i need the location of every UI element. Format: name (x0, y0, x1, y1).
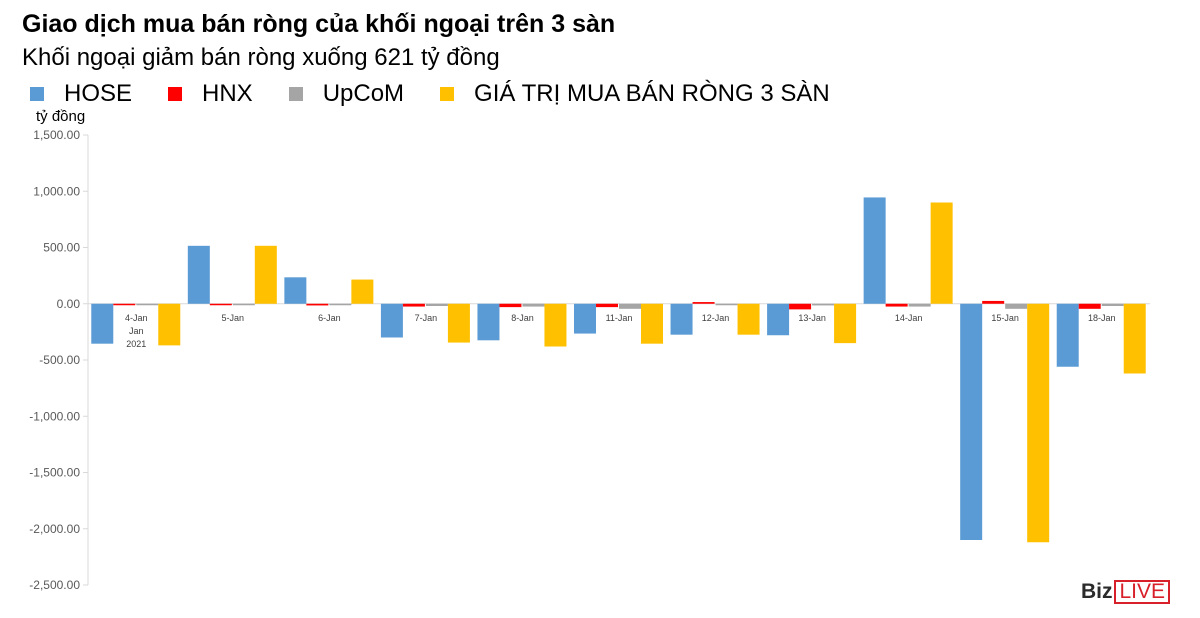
legend-item-hnx: HNX (168, 80, 253, 108)
bar-hose-6-jan (284, 277, 307, 304)
x-tick-label: 15-Jan (991, 313, 1019, 323)
legend-swatch-hnx (168, 87, 183, 101)
y-tick-label: 1,000.00 (33, 184, 80, 198)
bar-upcom-6-jan (329, 303, 352, 306)
y-tick-label: 1,500.00 (33, 128, 80, 142)
bar-gi-tr-mua-b-n-r-ng-3-s-n-12-jan (737, 303, 760, 335)
x-group-label: Jan (129, 326, 144, 336)
bar-upcom-12-jan (715, 303, 738, 306)
bizlive-logo: Biz LIVE (1079, 580, 1170, 604)
legend-item-total: GIÁ TRỊ MUA BÁN RÒNG 3 SÀN (440, 80, 830, 108)
bar-hose-18-jan (1056, 303, 1079, 367)
y-tick-label: -2,500.00 (29, 578, 80, 592)
x-tick-label: 6-Jan (318, 313, 341, 323)
legend-swatch-upcom (288, 87, 303, 101)
bar-hose-8-jan (477, 303, 500, 341)
chart-subtitle: Khối ngoại giảm bán ròng xuống 621 tỷ đồ… (22, 44, 500, 71)
bar-upcom-5-jan (232, 303, 255, 306)
y-tick-label: -1,000.00 (29, 409, 80, 423)
x-tick-label: 4-Jan (125, 313, 148, 323)
legend-label-total: GIÁ TRỊ MUA BÁN RÒNG 3 SÀN (474, 80, 830, 107)
bar-hnx-15-jan (982, 300, 1005, 304)
chart-title: Giao dịch mua bán ròng của khối ngoại tr… (22, 10, 616, 38)
bar-hnx-7-jan (402, 303, 425, 307)
y-axis-unit-label: tỷ đồng (36, 108, 86, 125)
bar-hnx-12-jan (692, 302, 715, 304)
bar-hose-7-jan (380, 303, 403, 338)
bar-hnx-6-jan (306, 303, 329, 306)
bar-hnx-14-jan (885, 303, 908, 307)
x-tick-label: 7-Jan (415, 313, 438, 323)
x-tick-label: 11-Jan (606, 313, 633, 323)
y-tick-label: -2,000.00 (29, 522, 80, 536)
bar-upcom-8-jan (522, 303, 545, 307)
y-tick-label: 0.00 (57, 297, 81, 311)
bar-hose-5-jan (187, 245, 210, 304)
x-tick-label: 13-Jan (798, 313, 826, 323)
bar-hnx-11-jan (596, 303, 618, 308)
bar-gi-tr-mua-b-n-r-ng-3-s-n-4-jan (158, 303, 181, 346)
brand-biz: Biz (1080, 580, 1113, 603)
legend-swatch-total (440, 87, 455, 101)
bar-hnx-4-jan (113, 303, 136, 306)
bar-hose-15-jan (960, 303, 983, 540)
bar-hnx-5-jan (209, 303, 232, 306)
bar-gi-tr-mua-b-n-r-ng-3-s-n-15-jan (1027, 303, 1050, 543)
bar-upcom-4-jan (136, 303, 159, 306)
bar-upcom-11-jan (619, 303, 641, 309)
bar-gi-tr-mua-b-n-r-ng-3-s-n-7-jan (447, 303, 470, 343)
bar-hose-4-jan (91, 303, 114, 344)
x-tick-label: 14-Jan (895, 313, 923, 323)
bar-upcom-18-jan (1101, 303, 1124, 306)
bar-gi-tr-mua-b-n-r-ng-3-s-n-14-jan (930, 202, 953, 304)
bar-hose-14-jan (863, 197, 886, 304)
brand-live: LIVE (1114, 580, 1170, 604)
bar-hnx-8-jan (499, 303, 522, 308)
bar-upcom-7-jan (425, 303, 448, 306)
x-tick-label: 8-Jan (511, 313, 534, 323)
y-tick-label: -500.00 (39, 353, 80, 367)
legend-item-hose: HOSE (30, 80, 132, 108)
bar-upcom-14-jan (908, 303, 931, 307)
bar-upcom-15-jan (1005, 303, 1028, 309)
legend-label-upcom: UpCoM (322, 80, 405, 107)
legend-item-upcom: UpCoM (288, 80, 405, 108)
legend-label-hose: HOSE (64, 80, 133, 107)
bar-hose-12-jan (670, 303, 693, 335)
bar-gi-tr-mua-b-n-r-ng-3-s-n-11-jan (641, 303, 663, 344)
y-tick-label: 500.00 (43, 241, 80, 255)
x-tick-label: 5-Jan (222, 313, 245, 323)
bar-gi-tr-mua-b-n-r-ng-3-s-n-13-jan (834, 303, 857, 344)
bar-gi-tr-mua-b-n-r-ng-3-s-n-18-jan (1123, 303, 1146, 374)
x-tick-label: 18-Jan (1088, 313, 1116, 323)
legend-label-hnx: HNX (202, 80, 253, 107)
bar-hnx-18-jan (1078, 303, 1101, 309)
bar-hose-11-jan (574, 303, 596, 334)
x-group-label: 2021 (126, 339, 146, 349)
legend-swatch-hose (30, 87, 44, 101)
bar-hnx-13-jan (789, 303, 812, 310)
bar-upcom-13-jan (812, 303, 835, 306)
bar-gi-tr-mua-b-n-r-ng-3-s-n-5-jan (254, 245, 277, 304)
y-tick-label: -1,500.00 (29, 466, 80, 480)
bar-gi-tr-mua-b-n-r-ng-3-s-n-6-jan (351, 279, 374, 304)
bar-hose-13-jan (767, 303, 790, 336)
bar-gi-tr-mua-b-n-r-ng-3-s-n-8-jan (544, 303, 567, 347)
x-tick-label: 12-Jan (702, 313, 730, 323)
legend: HOSE HNX UpCoM GIÁ TRỊ MUA BÁN RÒNG 3 SÀ… (30, 80, 866, 108)
